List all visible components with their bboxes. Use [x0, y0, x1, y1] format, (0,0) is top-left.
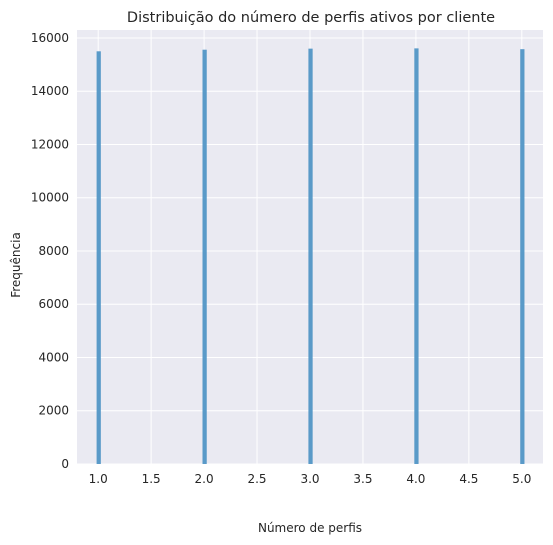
x-tick-label: 2.0: [195, 472, 214, 486]
x-tick-label: 5.0: [512, 472, 531, 486]
bars: [96, 48, 525, 465]
y-tick-label: 16000: [31, 31, 69, 45]
y-axis-ticks: 0 2000 4000 6000 8000 10000 12000 14000 16000: [31, 31, 69, 471]
y-axis-label: Frequência: [9, 232, 23, 298]
histogram-bar: [520, 49, 525, 464]
y-tick-label: 8000: [38, 244, 69, 258]
x-tick-label: 4.0: [406, 472, 425, 486]
x-tick-label: 3.0: [300, 472, 319, 486]
x-axis-label: Número de perfis: [258, 521, 362, 535]
x-axis-ticks: 1.0 1.5 2.0 2.5 3.0 3.5 4.0 4.5 5.0: [89, 472, 532, 486]
histogram-bar: [308, 48, 313, 465]
y-tick-label: 2000: [38, 404, 69, 418]
histogram-bar: [96, 51, 101, 465]
x-tick-label: 4.5: [459, 472, 478, 486]
y-tick-label: 10000: [31, 191, 69, 205]
x-tick-label: 1.5: [142, 472, 161, 486]
y-tick-label: 12000: [31, 137, 69, 151]
x-tick-label: 1.0: [89, 472, 108, 486]
y-tick-label: 4000: [38, 350, 69, 364]
y-tick-label: 0: [61, 457, 69, 471]
histogram-bar: [414, 48, 419, 465]
y-tick-label: 14000: [31, 84, 69, 98]
x-tick-label: 3.5: [353, 472, 372, 486]
y-tick-label: 6000: [38, 297, 69, 311]
x-tick-label: 2.5: [247, 472, 266, 486]
histogram-bar: [202, 49, 207, 465]
chart-title: Distribuição do número de perfis ativos …: [127, 10, 495, 26]
